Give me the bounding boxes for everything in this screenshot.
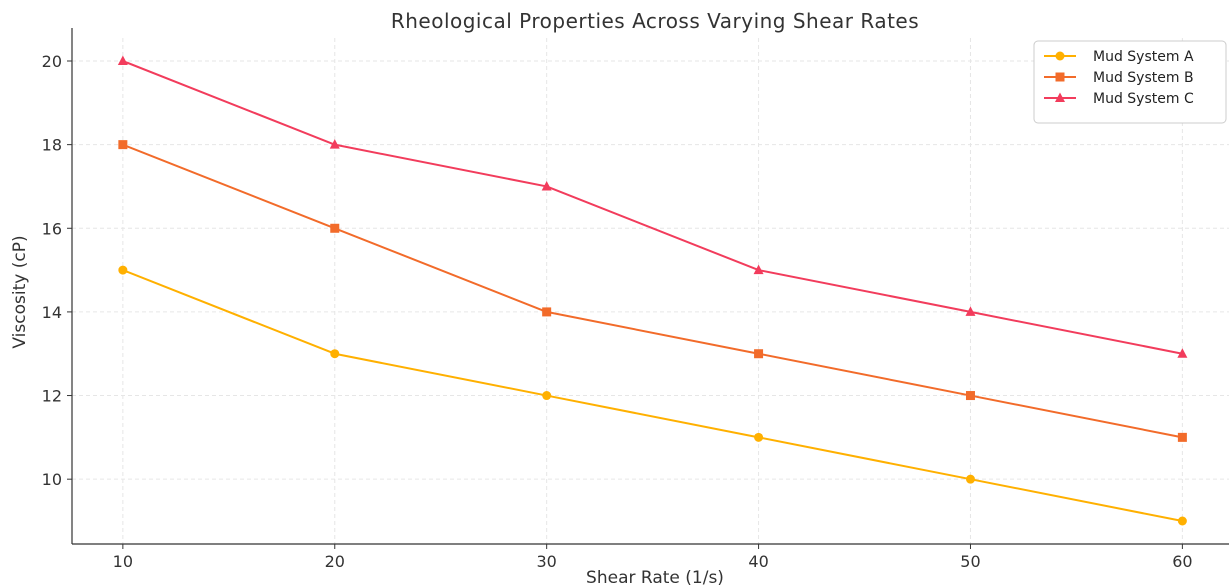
data-point	[542, 307, 552, 317]
data-point	[329, 139, 340, 149]
y-tick-label: 18	[42, 136, 62, 155]
data-point	[753, 264, 764, 275]
x-tick-label: 40	[748, 552, 768, 571]
x-tick-label: 60	[1172, 552, 1192, 571]
x-tick-label: 50	[960, 552, 980, 571]
legend-label: Mud System C	[1093, 91, 1194, 107]
data-point	[754, 432, 764, 442]
x-tick-label: 10	[113, 552, 133, 571]
y-tick-label: 14	[42, 303, 62, 322]
series-b	[118, 140, 1187, 442]
axes: 10 20 30 40 50 60 10 12 14 16 18 20	[42, 28, 1229, 571]
legend-marker	[1055, 72, 1065, 82]
y-tick-label: 20	[42, 52, 62, 71]
series-line	[122, 143, 1183, 439]
series-group	[117, 55, 1188, 526]
y-axis-label: Viscosity (cP)	[10, 235, 30, 348]
x-axis-label: Shear Rate (1/s)	[586, 568, 724, 586]
data-point	[330, 349, 340, 359]
data-point	[541, 180, 552, 191]
data-point	[118, 140, 128, 150]
series-a	[118, 265, 1187, 526]
legend-entry: Mud System B	[1044, 70, 1194, 86]
data-point	[1177, 432, 1187, 442]
x-tick-label: 20	[325, 552, 345, 571]
data-point	[117, 55, 128, 65]
y-tick-label: 16	[42, 219, 62, 238]
legend-box	[1033, 40, 1227, 124]
legend-label: Mud System B	[1093, 70, 1194, 86]
x-tick-label: 30	[536, 552, 556, 571]
chart-title: Rheological Properties Across Varying Sh…	[391, 9, 919, 33]
data-point	[754, 349, 764, 359]
series-line	[122, 269, 1183, 522]
legend-marker	[1055, 92, 1065, 102]
legend-marker	[1055, 51, 1065, 61]
data-point	[1177, 348, 1188, 358]
data-point	[965, 474, 975, 484]
y-tick-label: 12	[42, 387, 62, 406]
data-point	[330, 223, 340, 233]
data-point	[118, 265, 128, 275]
series-line	[122, 60, 1183, 355]
y-tick-label: 10	[42, 470, 62, 489]
data-point	[542, 391, 552, 401]
legend-entry: Mud System C	[1044, 91, 1194, 107]
data-point	[965, 391, 975, 401]
data-point	[1177, 516, 1187, 526]
legend-label: Mud System A	[1093, 49, 1194, 65]
legend-entry: Mud System A	[1044, 49, 1194, 65]
series-c	[117, 55, 1188, 358]
data-point	[965, 306, 976, 316]
legend: Mud System A Mud System B Mud System C	[1033, 40, 1227, 124]
